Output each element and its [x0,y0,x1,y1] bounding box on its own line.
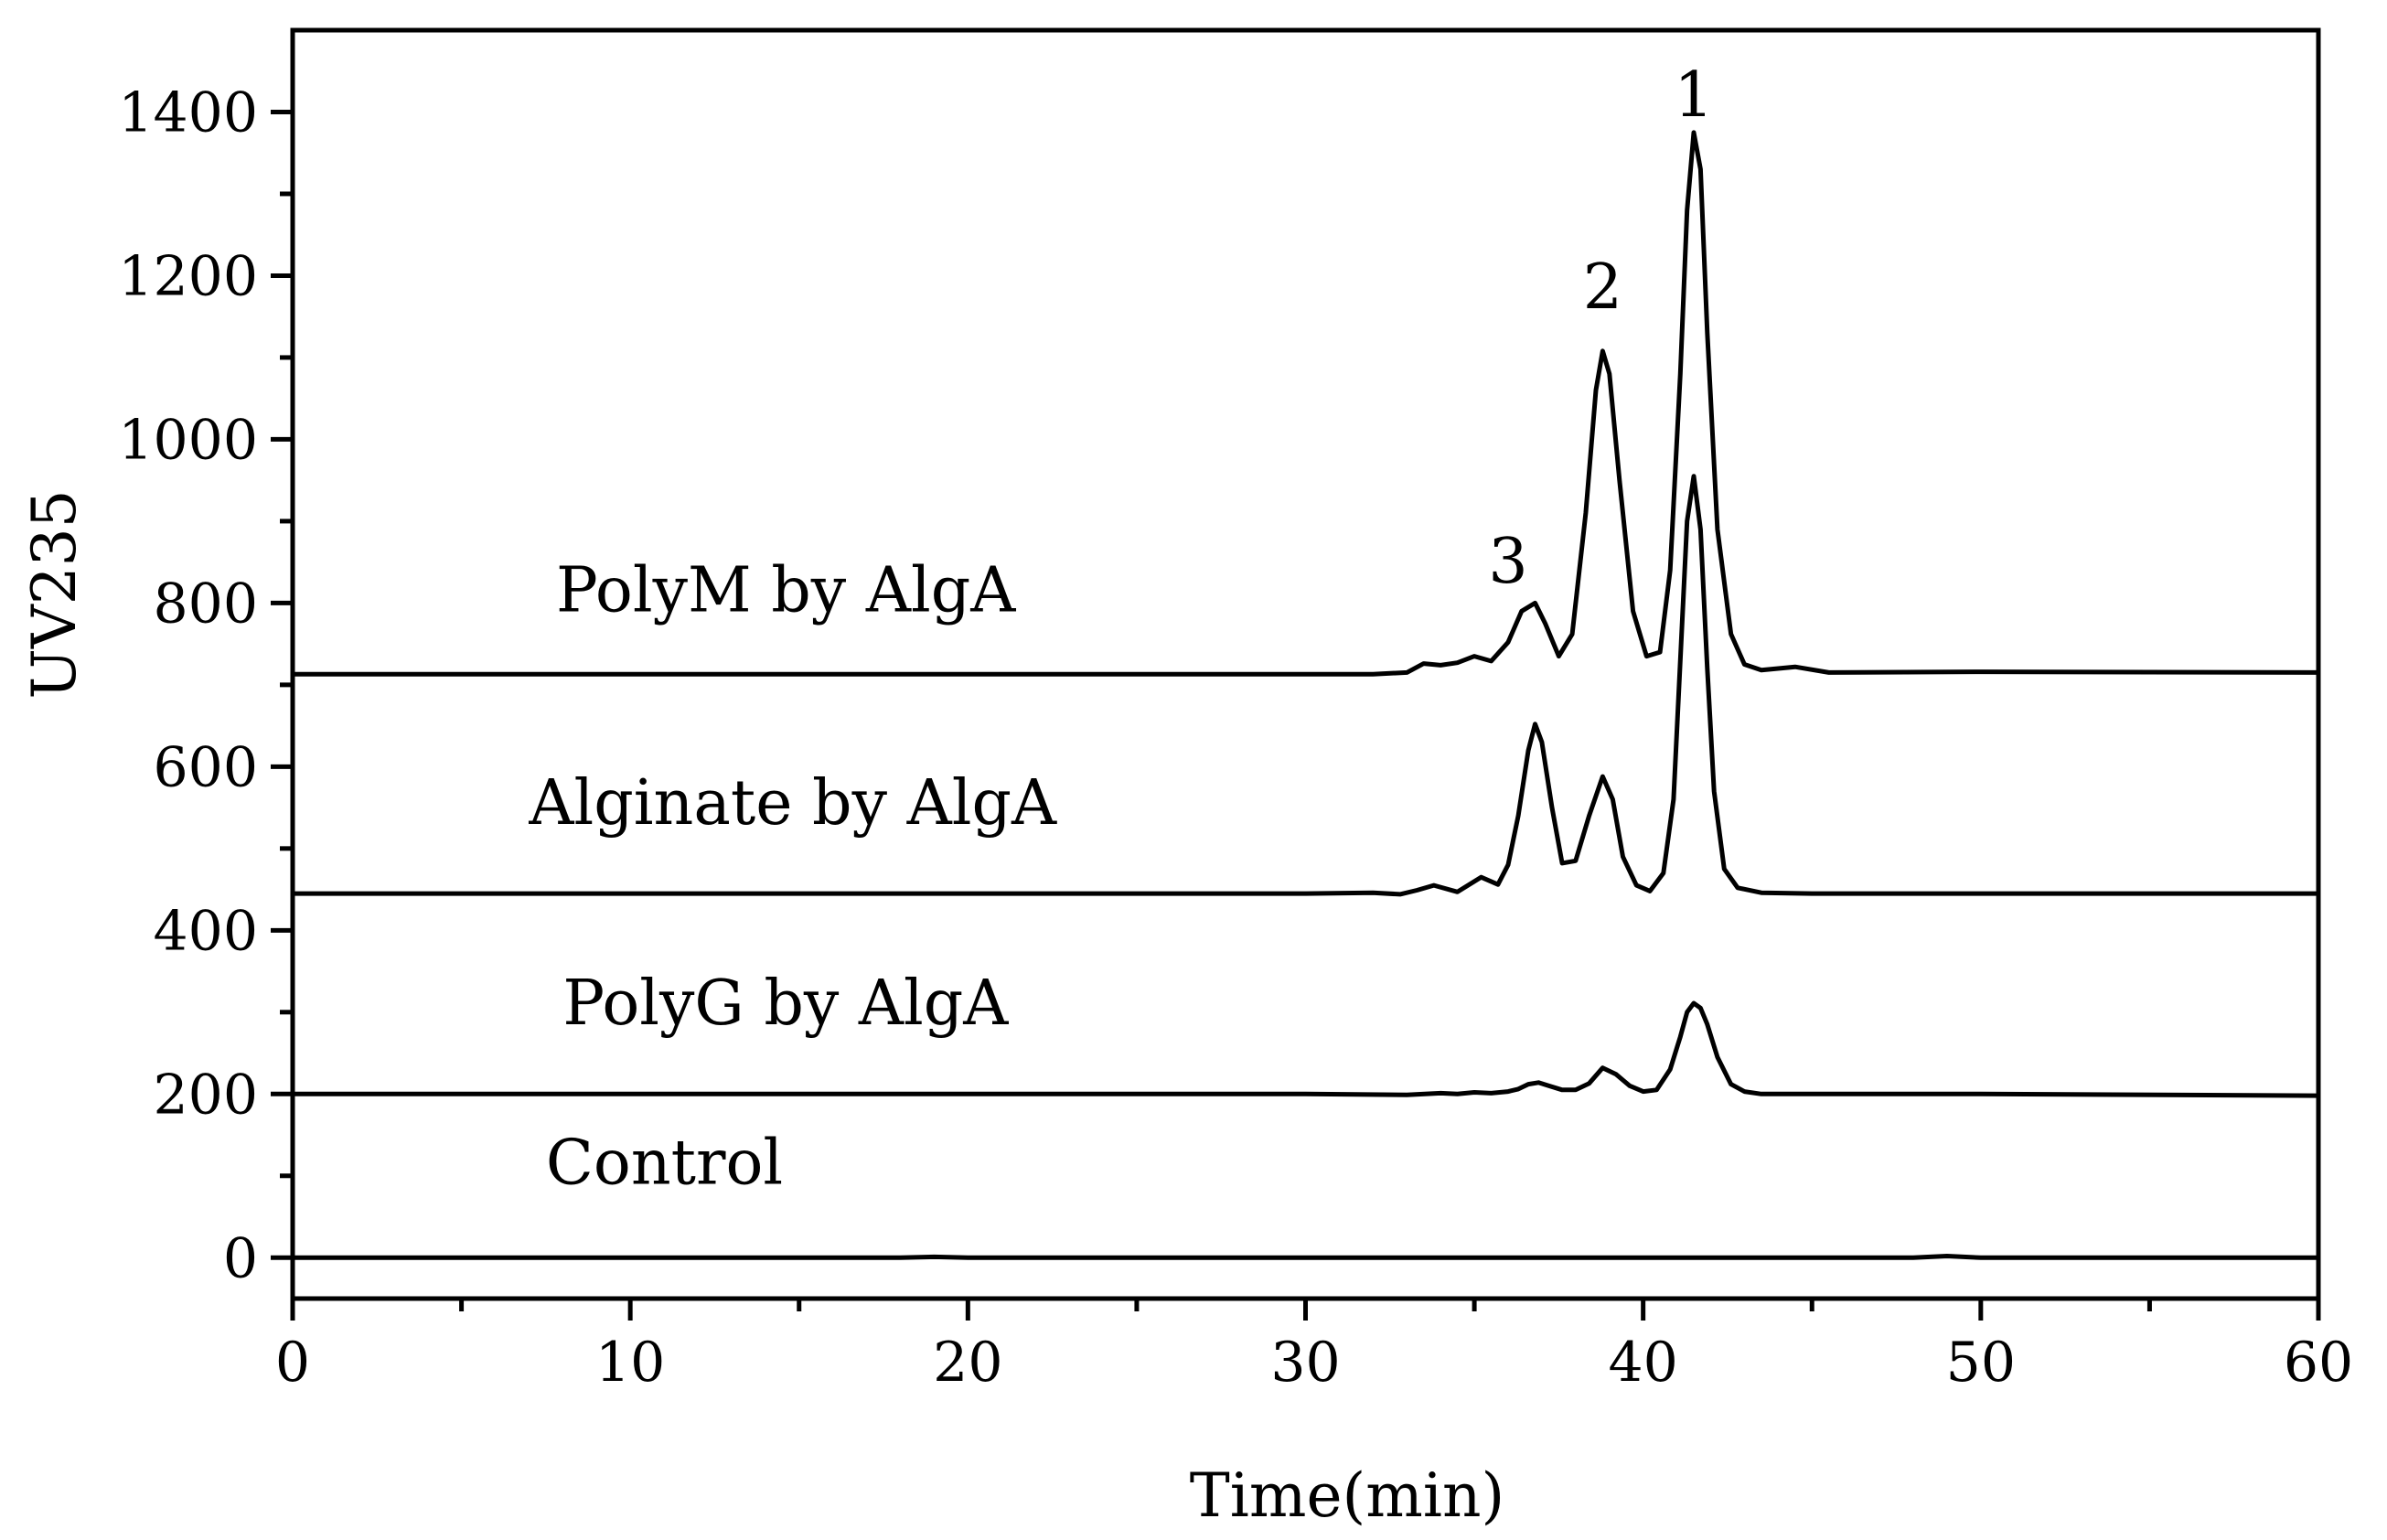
x-tick-label: 0 [275,1331,310,1395]
y-tick-label: 400 [153,899,258,963]
trace-polyg-by-alga [293,1000,2319,1098]
plot-frame [290,27,2321,1301]
trace-polym-by-alga [293,130,2319,677]
x-axis-title: Time(min) [1190,1460,1504,1531]
series-label-polyg-by-alga: PolyG by AlgA [562,968,1009,1040]
y-tick-label: 0 [223,1226,258,1290]
peak-label-3: 3 [1488,526,1527,598]
peak-label-2: 2 [1583,251,1622,324]
series-labels: PolyM by AlgA Alginate by AlgA PolyG by Al… [528,554,1057,1199]
x-axis: 0 10 20 30 40 50 60 [275,1299,2353,1395]
series-label-alginate-by-alga: Alginate by AlgA [528,767,1057,840]
x-tick-label: 10 [595,1331,665,1395]
y-tick-label: 1400 [118,80,258,144]
y-axis: 0 200 400 600 800 1000 1200 1400 [118,80,293,1290]
x-tick-label: 60 [2284,1331,2353,1395]
x-tick-label: 30 [1270,1331,1340,1395]
y-tick-label: 800 [153,572,258,636]
y-axis-title: UV235 [19,489,90,699]
y-tick-label: 1200 [118,244,258,308]
series-label-polym-by-alga: PolyM by AlgA [556,554,1016,626]
peak-label-1: 1 [1674,59,1713,132]
y-tick-label: 200 [153,1063,258,1127]
trace-control [293,1254,2318,1260]
trace-alginate-by-alga [293,474,2318,897]
x-tick-label: 40 [1608,1331,1677,1395]
y-tick-label: 600 [153,735,258,799]
y-tick-label: 1000 [118,408,258,472]
peak-labels: 1 2 3 [1488,59,1713,598]
series-label-control: Control [546,1128,783,1200]
x-tick-label: 50 [1946,1331,2016,1395]
x-tick-label: 20 [933,1331,1002,1395]
chromatogram-traces [293,130,2319,1260]
